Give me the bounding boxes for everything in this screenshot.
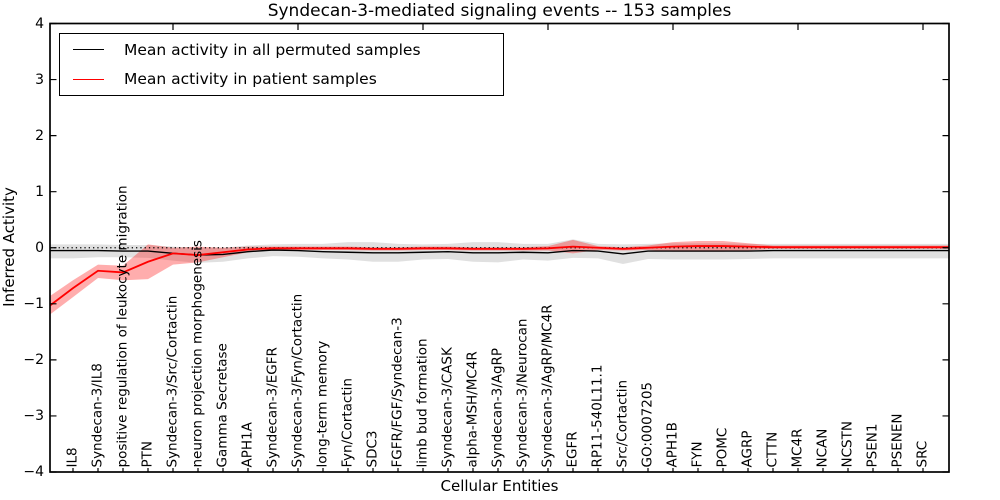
x-tick-label: neuron projection morphogenesis [189, 240, 206, 468]
x-tick-label: Syndecan-3/Src/Cortactin [164, 295, 181, 468]
legend-label-permuted: Mean activity in all permuted samples [124, 40, 421, 59]
x-tick-label: Gamma Secretase [214, 343, 231, 468]
y-tick-label: −1 [23, 295, 44, 312]
legend-line-sample-patient [73, 78, 104, 80]
x-tick-label: Syndecan-3/CASK [439, 347, 456, 468]
legend-entry: Mean activity in all permuted samples [60, 36, 503, 64]
x-tick-label: PSENEN [889, 413, 906, 468]
patient-mean-line [49, 245, 949, 307]
x-tick-label: NCSTN [839, 421, 856, 468]
x-tick-label: PSEN1 [864, 423, 881, 468]
x-tick-label: GO:0007205 [639, 381, 656, 468]
y-tick-label: −4 [23, 464, 44, 480]
x-tick-label: alpha-MSH/MC4R [464, 351, 481, 468]
y-tick-label: 4 [35, 15, 44, 32]
y-tick-label: 1 [35, 183, 44, 200]
legend-label-patient: Mean activity in patient samples [124, 70, 377, 89]
legend: Mean activity in all permuted samples Me… [59, 33, 504, 96]
x-tick-label: limb bud formation [414, 338, 431, 468]
x-tick-label: Syndecan-3/AgRP/MC4R [539, 304, 556, 468]
x-tick-label: AGRP [739, 430, 756, 468]
x-tick-label: APH1A [239, 422, 256, 468]
y-tick-label: 3 [35, 71, 44, 88]
x-tick-label: MC4R [789, 428, 806, 468]
legend-line-sample-permuted [73, 49, 104, 51]
x-tick-label: long-term memory [314, 340, 331, 468]
x-tick-label: SRC [914, 440, 931, 468]
x-tick-label: Src/Cortactin [614, 379, 631, 468]
x-tick-label: IL8 [64, 447, 81, 468]
x-tick-label: Syndecan-3/Fyn/Cortactin [289, 293, 306, 468]
x-tick-label: RP11-540L11.1 [589, 364, 606, 468]
x-tick-label: EGFR [564, 431, 581, 468]
x-tick-label: Syndecan-3/EGFR [264, 347, 281, 468]
x-tick-label: Syndecan-3/IL8 [89, 363, 106, 468]
y-tick-label: 2 [35, 127, 44, 144]
x-tick-label: PTN [139, 441, 156, 468]
x-tick-label: Fyn/Cortactin [339, 378, 356, 468]
y-tick-label: −3 [23, 407, 44, 424]
x-tick-label: APH1B [664, 422, 681, 468]
x-tick-label: FGFR/FGF/Syndecan-3 [389, 317, 406, 468]
chart-title: Syndecan-3-mediated signaling events -- … [267, 1, 732, 21]
x-tick-label: CTTN [764, 431, 781, 468]
legend-entry: Mean activity in patient samples [60, 65, 503, 93]
x-tick-label: Syndecan-3/Neurocan [514, 318, 531, 468]
x-tick-label: Syndecan-3/AgRP [489, 347, 506, 468]
x-tick-label: FYN [689, 441, 706, 468]
x-tick-label: positive regulation of leukocyte migrati… [114, 185, 131, 468]
x-tick-label: SDC3 [364, 430, 381, 468]
y-tick-label: −2 [23, 351, 44, 368]
x-tick-label: NCAN [814, 428, 831, 468]
y-tick-label: 0 [35, 239, 44, 256]
x-axis-label: Cellular Entities [440, 477, 559, 495]
x-tick-label: POMC [714, 427, 731, 468]
axes-frame [49, 22, 950, 473]
